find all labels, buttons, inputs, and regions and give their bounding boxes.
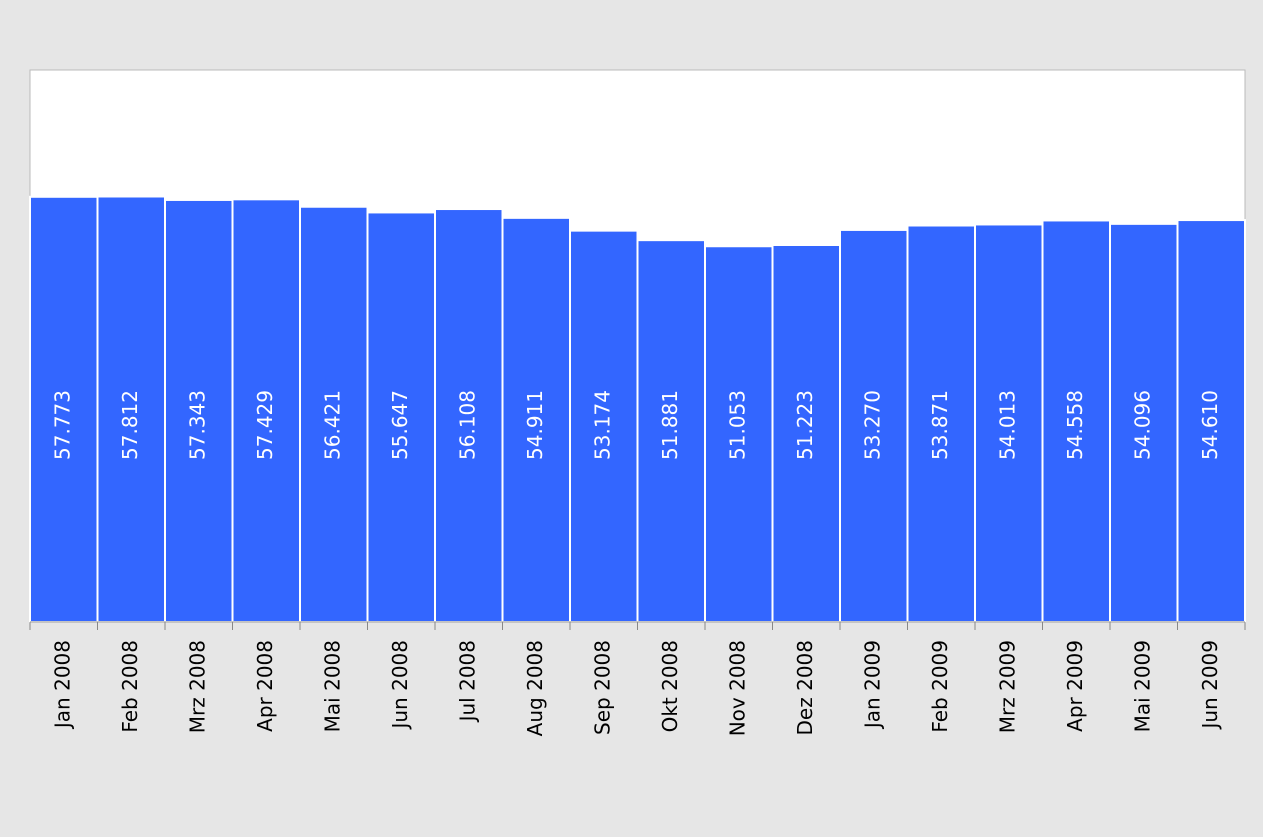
x-tick-label: Aug 2008 (523, 640, 547, 736)
value-label: 56.108 (455, 390, 479, 460)
value-label: 53.871 (928, 390, 952, 460)
value-label: 53.174 (590, 390, 614, 460)
bar (839, 228, 909, 623)
value-label: 55.647 (388, 390, 412, 460)
x-tick-label: Sep 2008 (590, 640, 614, 735)
bar (1109, 222, 1179, 623)
x-tick-label: Dez 2008 (793, 640, 817, 735)
x-tick-label: Apr 2009 (1063, 640, 1087, 732)
bar (704, 245, 774, 624)
value-label: 57.773 (50, 390, 74, 460)
x-tick-label: Feb 2009 (928, 640, 952, 733)
bar (96, 195, 166, 623)
x-tick-label: Mai 2008 (320, 640, 344, 732)
x-tick-label: Nov 2008 (725, 640, 749, 736)
bar (974, 223, 1044, 623)
value-label: 54.013 (995, 390, 1019, 460)
x-tick-label: Mai 2009 (1130, 640, 1154, 732)
bar (906, 224, 976, 624)
value-label: 51.881 (658, 390, 682, 460)
bar (1041, 219, 1111, 623)
bar (501, 216, 571, 623)
value-label: 56.421 (320, 390, 344, 460)
value-label: 57.812 (118, 390, 142, 460)
value-label: 57.343 (185, 390, 209, 460)
x-tick-label: Jan 2008 (50, 640, 74, 730)
x-tick-label: Okt 2008 (658, 640, 682, 732)
bar (434, 208, 504, 624)
x-tick-label: Apr 2008 (253, 640, 277, 732)
x-tick-label: Jun 2008 (388, 640, 412, 731)
x-tick-label: Mrz 2008 (185, 640, 209, 733)
x-tick-label: Jan 2009 (860, 640, 884, 730)
bar (569, 229, 639, 623)
bar (29, 195, 99, 624)
x-tick-label: Feb 2008 (118, 640, 142, 733)
value-label: 53.270 (860, 390, 884, 460)
value-label: 51.223 (793, 390, 817, 460)
x-tick-label: Jun 2009 (1198, 640, 1222, 731)
bar (1176, 219, 1246, 623)
x-tick-label: Mrz 2009 (995, 640, 1019, 733)
value-label: 54.911 (523, 390, 547, 460)
value-label: 54.610 (1198, 390, 1222, 460)
bar (771, 243, 841, 623)
value-label: 54.558 (1063, 390, 1087, 460)
value-label: 54.096 (1130, 390, 1154, 460)
value-label: 51.053 (725, 390, 749, 460)
value-label: 57.429 (253, 390, 277, 460)
x-tick-label: Jul 2008 (455, 640, 479, 723)
